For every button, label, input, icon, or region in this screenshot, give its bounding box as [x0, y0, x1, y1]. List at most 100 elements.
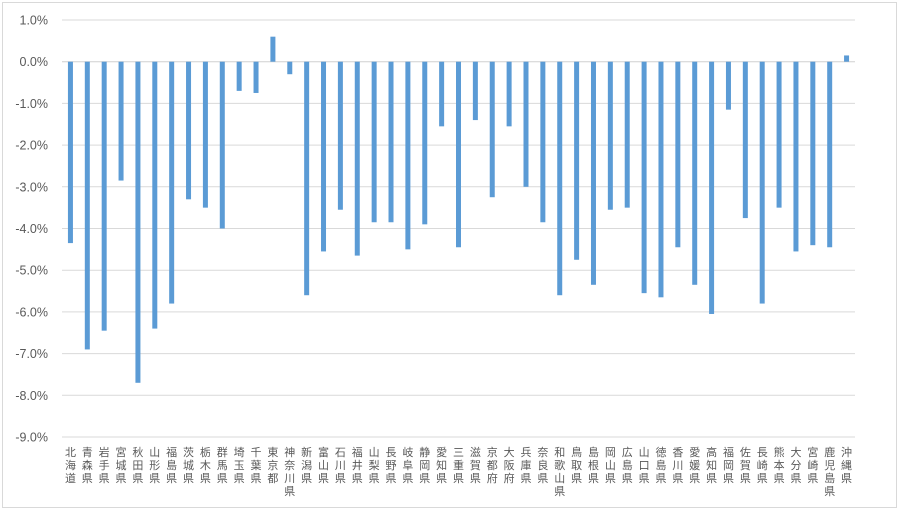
x-category-label: 石川県 [335, 446, 346, 485]
y-tick-label: -4.0% [15, 222, 48, 236]
x-category-label: 静岡県 [419, 445, 430, 485]
bar-福岡県 [725, 61, 731, 110]
x-category-label: 福島県 [166, 445, 177, 485]
y-tick-label: 0.0% [20, 55, 49, 69]
gridlines [62, 19, 855, 438]
bar-宮崎県 [810, 61, 816, 246]
bar-岐阜県 [405, 61, 411, 250]
bar-鳥取県 [574, 61, 580, 260]
bar-福井県 [354, 61, 360, 256]
x-category-label: 愛知県 [436, 446, 447, 485]
bar-青森県 [84, 61, 90, 350]
x-category-label: 佐賀県 [740, 445, 751, 485]
y-tick-label: 1.0% [20, 14, 49, 28]
bar-静岡県 [422, 61, 428, 225]
x-category-label: 岐阜県 [402, 446, 413, 485]
bar-熊本県 [776, 61, 782, 208]
bar-千葉県 [253, 61, 259, 93]
x-category-label: 長野県 [386, 446, 397, 485]
x-category-label: 山口県 [639, 446, 650, 485]
x-category-label: 茨城県 [183, 445, 194, 485]
bar-鹿児島県 [827, 61, 833, 248]
y-tick-label: -3.0% [15, 180, 48, 194]
y-tick-label: -9.0% [15, 431, 48, 445]
x-category-label: 北海道 [65, 446, 76, 485]
bar-三重県 [456, 61, 461, 248]
x-category-label: 香川県 [672, 446, 683, 485]
bar-徳島県 [658, 61, 664, 298]
bar-高知県 [709, 61, 715, 314]
bar-奈良県 [540, 61, 546, 223]
x-category-label: 埼玉県 [234, 445, 245, 485]
x-category-label: 宮崎県 [807, 445, 818, 485]
bar-佐賀県 [742, 61, 748, 219]
bar-茨城県 [186, 61, 192, 200]
bar-愛媛県 [692, 61, 698, 285]
bar-和歌山県 [557, 61, 563, 296]
bar-長崎県 [759, 61, 765, 304]
bar-長野県 [388, 61, 394, 223]
bar-神奈川県 [287, 61, 293, 75]
y-axis-tick-labels: 1.0% 0.0% -1.0% -2.0% -3.0% -4.0% -5.0% -6.0% -7… [15, 14, 48, 445]
x-category-label: 新潟県 [301, 445, 312, 485]
x-category-label: 長崎県 [757, 446, 768, 485]
bar-大阪府 [506, 61, 512, 127]
x-category-label: 大分県 [790, 445, 801, 485]
x-category-label: 鳥取県 [571, 445, 582, 485]
x-category-label: 千葉県 [251, 446, 262, 485]
x-category-label: 熊本県 [774, 445, 785, 485]
bar-京都府 [489, 61, 495, 198]
bar-島根県 [590, 61, 596, 285]
x-category-label: 福井県 [352, 445, 363, 485]
x-category-label: 山形県 [149, 446, 160, 485]
bar-富山県 [321, 61, 327, 252]
x-category-label: 京都府 [487, 445, 498, 485]
x-category-label: 岡山県 [605, 446, 616, 485]
bar-兵庫県 [523, 61, 529, 187]
x-category-label: 和歌山県 [554, 446, 565, 498]
x-category-label: 高知県 [706, 445, 717, 485]
x-category-label: 福岡県 [723, 445, 734, 485]
x-category-label: 兵庫県 [520, 446, 531, 485]
bar-栃木県 [202, 61, 208, 208]
x-category-label: 秋田県 [132, 445, 143, 485]
x-category-label: 群馬県 [217, 445, 228, 485]
bar-愛知県 [439, 61, 445, 127]
x-category-label: 三重県 [453, 446, 464, 485]
x-category-label: 滋賀県 [470, 446, 481, 485]
y-tick-label: -7.0% [15, 347, 48, 361]
x-category-label: 青森県 [82, 446, 93, 485]
bar-北海道 [67, 61, 73, 244]
bar-山梨県 [371, 61, 377, 223]
x-category-label: 広島県 [622, 446, 633, 485]
bar-岡山県 [607, 61, 613, 210]
x-category-label: 山梨県 [369, 446, 380, 485]
bars [67, 36, 850, 383]
y-tick-label: -8.0% [15, 389, 48, 403]
x-category-label: 宮城県 [116, 445, 127, 485]
bar-東京都 [270, 36, 276, 62]
x-category-label: 大阪府 [504, 445, 515, 485]
x-category-label: 沖縄県 [841, 446, 852, 485]
x-category-label: 愛媛県 [689, 446, 700, 485]
x-category-label: 富山県 [318, 445, 329, 485]
x-category-label: 東京都 [267, 446, 278, 485]
bar-広島県 [624, 61, 630, 208]
bar-秋田県 [135, 61, 141, 383]
x-category-label: 鹿児島県 [824, 445, 835, 498]
bar-石川県 [337, 61, 343, 210]
y-tick-label: -5.0% [15, 264, 48, 278]
bar-沖縄県 [844, 55, 850, 62]
y-tick-label: -1.0% [15, 97, 48, 111]
x-category-label: 神奈川県 [284, 445, 295, 498]
bar-滋賀県 [472, 61, 478, 121]
x-category-label: 奈良県 [537, 445, 548, 485]
bar-新潟県 [304, 61, 310, 296]
bar-岩手県 [101, 61, 107, 331]
x-category-label: 栃木県 [200, 445, 211, 485]
bar-山口県 [641, 61, 647, 294]
bar-埼玉県 [236, 61, 242, 91]
bar-香川県 [675, 61, 681, 248]
